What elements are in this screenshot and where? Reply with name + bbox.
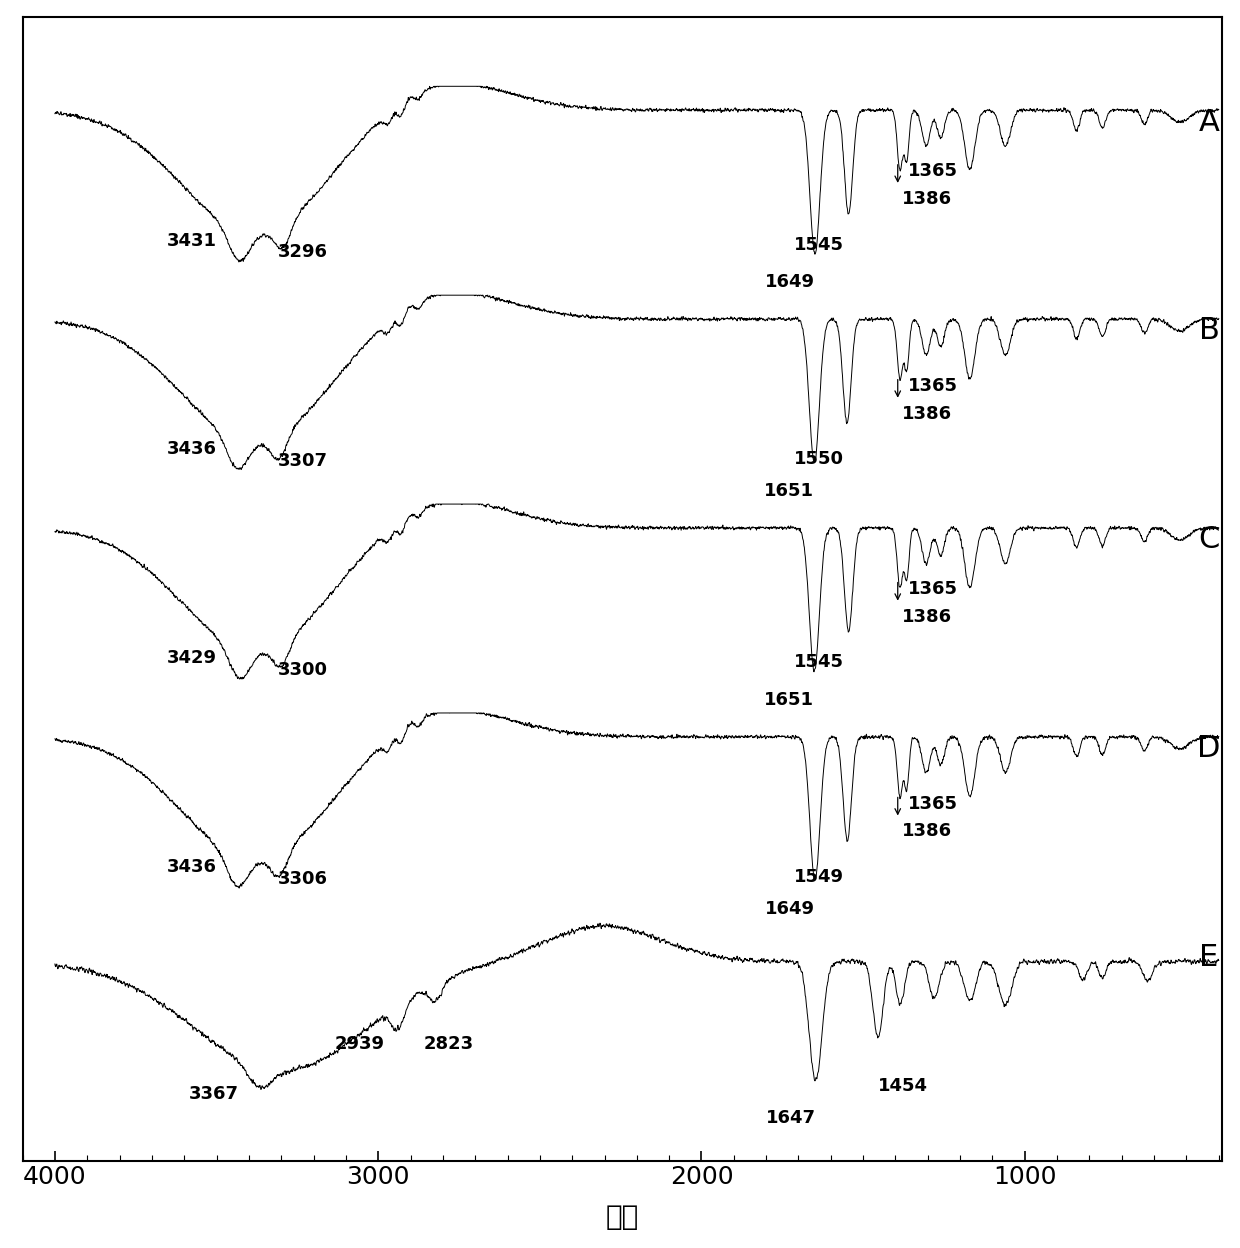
Text: 1651: 1651 [764,691,815,709]
Text: 1454: 1454 [878,1077,928,1094]
Text: 1365: 1365 [909,795,959,812]
Text: 1649: 1649 [765,900,815,919]
Text: 1365: 1365 [909,162,959,180]
Text: 3307: 3307 [278,452,329,470]
Text: 3436: 3436 [166,859,217,876]
Text: D: D [1198,734,1220,764]
Text: E: E [1199,943,1219,972]
Text: 1365: 1365 [909,579,959,598]
Text: 3367: 3367 [190,1085,239,1103]
X-axis label: 波数: 波数 [605,1203,639,1232]
Text: 1550: 1550 [794,451,843,468]
Text: 1649: 1649 [765,273,815,291]
Text: 1386: 1386 [901,822,952,840]
Text: 3296: 3296 [278,243,329,262]
Text: 1549: 1549 [794,869,843,886]
Text: B: B [1199,317,1219,346]
Text: 1365: 1365 [909,377,959,394]
Text: 1545: 1545 [794,653,843,671]
Text: 3429: 3429 [166,649,217,668]
Text: 2823: 2823 [424,1036,474,1053]
Text: 1647: 1647 [765,1109,816,1127]
Text: 2939: 2939 [335,1036,384,1053]
Text: 1545: 1545 [794,236,843,253]
Text: 1386: 1386 [901,404,952,423]
Text: 1651: 1651 [764,482,815,500]
Text: 1386: 1386 [901,608,952,625]
Text: 3300: 3300 [278,661,329,679]
Text: 3436: 3436 [166,441,217,458]
Text: 1386: 1386 [901,190,952,207]
Text: A: A [1199,107,1219,136]
Text: 3306: 3306 [278,870,329,889]
Text: C: C [1198,525,1220,554]
Text: 3431: 3431 [166,232,217,250]
